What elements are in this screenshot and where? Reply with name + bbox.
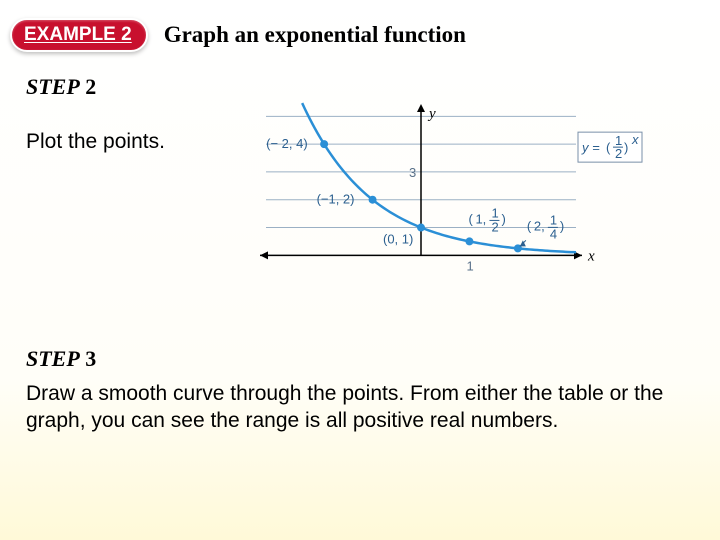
svg-text:(−1, 2): (−1, 2) [317, 192, 355, 207]
svg-text:(: ( [468, 211, 473, 226]
svg-text:): ) [501, 211, 505, 226]
step2-num: 2 [80, 74, 97, 99]
svg-text:y =: y = [581, 140, 600, 155]
svg-text:2: 2 [615, 146, 622, 161]
svg-text:(− 2, 4): (− 2, 4) [266, 136, 308, 151]
example-badge: EXAMPLE 2 [10, 18, 148, 52]
svg-text:1: 1 [466, 258, 473, 273]
svg-text:(: ( [527, 218, 532, 233]
svg-text:1: 1 [491, 205, 498, 220]
step3-word: STEP [26, 346, 80, 371]
svg-text:3: 3 [409, 165, 416, 180]
svg-text:1,: 1, [475, 211, 486, 226]
step3-body: Draw a smooth curve through the points. … [0, 372, 720, 435]
svg-text:2: 2 [491, 219, 498, 234]
graph: yx31(− 2, 4)(−1, 2)(0, 1)1,12()2,14()y =… [246, 100, 694, 290]
svg-text:1: 1 [550, 212, 557, 227]
svg-text:(0, 1): (0, 1) [383, 232, 413, 247]
step2-word: STEP [26, 74, 80, 99]
step3-label: STEP 3 [0, 346, 720, 372]
svg-text:y: y [427, 106, 436, 122]
svg-text:): ) [560, 218, 564, 233]
svg-text:4: 4 [550, 226, 557, 241]
step3-num: 3 [80, 346, 97, 371]
svg-text:x: x [631, 132, 639, 147]
svg-text:): ) [624, 140, 628, 155]
header-title: Graph an exponential function [164, 22, 466, 48]
svg-text:x: x [587, 248, 595, 264]
svg-text:2,: 2, [534, 218, 545, 233]
step2-instruction: Plot the points. [26, 100, 226, 154]
step2-label: STEP 2 [0, 74, 720, 100]
svg-text:(: ( [606, 140, 611, 155]
